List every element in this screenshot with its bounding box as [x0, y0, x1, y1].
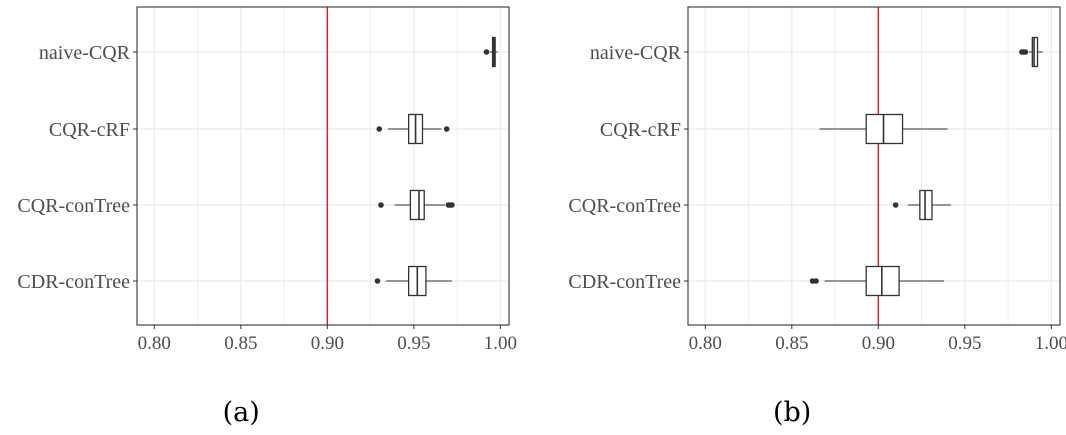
outlier-point [376, 126, 383, 132]
outlier-point [813, 278, 819, 284]
category-label: CQR-conTree [568, 195, 681, 217]
outlier-point [483, 49, 490, 55]
box-cqr-contree [892, 189, 951, 221]
category-label: CQR-conTree [17, 195, 130, 217]
category-label: CQR-cRF [49, 119, 130, 141]
category-label: CDR-conTree [568, 271, 681, 293]
outlier-point [1022, 49, 1029, 55]
x-tick-label: 0.80 [138, 333, 171, 354]
outlier-point [892, 202, 899, 208]
x-tick-label: 0.85 [775, 333, 808, 354]
x-tick-label: 0.80 [689, 333, 722, 354]
box-cdr-contree [809, 265, 945, 297]
x-tick-label: 1.00 [1035, 333, 1066, 354]
box-cdr-contree [374, 265, 452, 297]
category-label: naive-CQR [590, 42, 682, 64]
box-cqr-contree [378, 189, 455, 221]
panel-a: naive-CQR CQR-cRF CQR-conTree CDR-conTree 0.… [17, 6, 517, 428]
panel-label: (a) [223, 397, 260, 428]
panel-border [136, 6, 510, 326]
panel-border [687, 6, 1061, 326]
panel-label: (b) [773, 397, 811, 428]
outlier-point [449, 202, 455, 208]
box-iqr [1031, 36, 1039, 68]
box-naive-cqr [483, 36, 498, 68]
box-iqr [409, 189, 425, 221]
box-iqr [865, 113, 904, 145]
box-iqr [865, 265, 900, 297]
x-tick-label: 0.90 [862, 333, 895, 354]
box-iqr [919, 189, 933, 221]
x-tick-label: 0.85 [224, 333, 257, 354]
panel-b: naive-CQR CQR-cRF CQR-conTree CDR-conTree 0.… [568, 6, 1066, 428]
outlier-point [374, 278, 381, 284]
box-cqr-crf [376, 113, 450, 145]
x-tick-label: 0.95 [948, 333, 981, 354]
x-tick-label: 0.90 [311, 333, 344, 354]
outlier-point [443, 126, 450, 132]
box-naive-cqr [1019, 36, 1043, 68]
box-cqr-crf [819, 113, 948, 145]
x-tick-label: 0.95 [397, 333, 430, 354]
category-label: CDR-conTree [17, 271, 130, 293]
plot-background [137, 7, 509, 325]
category-label: naive-CQR [39, 42, 131, 64]
category-label: CQR-cRF [600, 119, 681, 141]
outlier-point [378, 202, 384, 208]
x-tick-label: 1.00 [484, 333, 517, 354]
